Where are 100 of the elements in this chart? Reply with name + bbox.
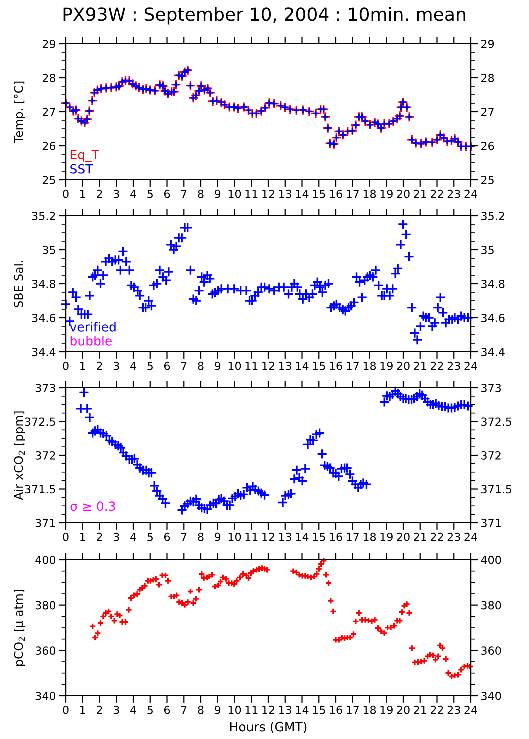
y2-tick-label: 380 xyxy=(482,601,502,610)
x-tick-label: 19 xyxy=(380,362,393,370)
x-tick-label: 4 xyxy=(130,190,136,198)
y2-tick-label: 34.4 xyxy=(482,348,505,356)
x-tick-label: 8 xyxy=(198,706,204,714)
y2-tick-label: 35 xyxy=(482,246,494,254)
series-label: verified xyxy=(70,322,116,332)
x-tick-label: 17 xyxy=(347,362,359,370)
x-tick-label: 23 xyxy=(448,190,460,198)
x-tick-label: 5 xyxy=(148,706,153,714)
y-tick-label: 34.6 xyxy=(32,314,56,322)
x-tick-label: 15 xyxy=(313,190,326,198)
x-tick-label: 20 xyxy=(397,362,410,370)
x-tick-label: 20 xyxy=(397,532,410,542)
x-tick-label: 4 xyxy=(130,706,136,714)
x-tick-label: 10 xyxy=(228,706,242,714)
y-tick-label: 34.8 xyxy=(32,280,56,288)
x-tick-label: 6 xyxy=(164,706,170,714)
x-tick-label: 13 xyxy=(280,532,292,542)
x-tick-label: 7 xyxy=(182,190,187,198)
y-tick-label: 371.5 xyxy=(25,485,56,494)
x-tick-label: 18 xyxy=(364,190,376,198)
x-tick-label: 3 xyxy=(114,532,120,542)
x-tick-label: 21 xyxy=(414,532,426,542)
y2-tick-label: 371.5 xyxy=(482,485,512,494)
x-tick-label: 24 xyxy=(464,190,478,198)
x-tick-label: 7 xyxy=(182,362,187,370)
y2-tick-label: 371 xyxy=(482,518,501,528)
y2-tick-label: 25 xyxy=(482,176,494,184)
x-tick-label: 2 xyxy=(97,706,102,714)
y2-tick-label: 28 xyxy=(482,74,494,82)
x-tick-label: 17 xyxy=(347,190,359,198)
x-tick-label: 9 xyxy=(215,362,221,370)
x-tick-label: 2 xyxy=(97,362,102,370)
x-tick-label: 24 xyxy=(464,706,478,714)
x-tick-label: 5 xyxy=(148,362,153,370)
y2-tick-label: 29 xyxy=(482,40,494,48)
x-tick-label: 16 xyxy=(330,362,342,370)
y2-tick-label: 340 xyxy=(482,692,502,700)
y-tick-label: 29 xyxy=(42,40,56,48)
x-tick-label: 23 xyxy=(448,362,460,370)
x-tick-label: 4 xyxy=(130,362,136,370)
x-tick-label: 22 xyxy=(430,706,444,714)
y-tick-label: 35 xyxy=(42,246,56,254)
x-tick-label: 2 xyxy=(97,190,102,198)
legend-label: σ ≥ 0.3 xyxy=(70,502,116,512)
x-tick-label: 11 xyxy=(246,362,258,370)
x-tick-label: 20 xyxy=(397,706,410,714)
text: Eq_T xyxy=(70,150,100,162)
x-tick-label: 5 xyxy=(148,533,153,542)
x-tick-label: 12 xyxy=(262,362,274,370)
x-tick-label: 6 xyxy=(164,362,170,370)
text: SST xyxy=(70,164,94,174)
x-tick-label: 15 xyxy=(313,706,326,714)
x-tick-label: 18 xyxy=(364,706,376,714)
x-tick-label: 13 xyxy=(280,362,292,370)
y2-tick-label: 373 xyxy=(482,384,502,392)
x-tick-label: 10 xyxy=(228,190,242,198)
x-tick-label: 14 xyxy=(296,362,309,370)
y-axis-title: Air xCO$_{2}$ [ppm] xyxy=(14,412,26,500)
x-tick-label: 7 xyxy=(182,533,187,542)
x-tick-label: 3 xyxy=(114,190,120,198)
x-tick-label: 16 xyxy=(330,706,342,714)
x-tick-label: 23 xyxy=(448,706,460,714)
y2-tick-label: 372 xyxy=(482,451,501,460)
x-tick-label: 1 xyxy=(80,706,86,714)
x-tick-label: 14 xyxy=(296,533,309,542)
x-tick-label: 10 xyxy=(228,362,242,370)
x-tick-label: 9 xyxy=(215,532,221,542)
x-tick-label: 19 xyxy=(380,190,393,198)
x-tick-label: 19 xyxy=(380,706,393,714)
y-tick-label: 360 xyxy=(36,646,56,656)
x-tick-label: 8 xyxy=(198,190,204,198)
x-tick-label: 6 xyxy=(164,532,170,542)
y-axis-title: Temp. [°C] xyxy=(14,82,26,144)
x-tick-label: 10 xyxy=(228,532,242,542)
x-tick-label: 20 xyxy=(397,190,410,198)
x-tick-label: 0 xyxy=(63,532,69,542)
y-tick-label: 340 xyxy=(36,692,56,700)
x-tick-label: 0 xyxy=(63,706,69,714)
x-tick-label: 16 xyxy=(330,532,342,542)
y-tick-label: 25 xyxy=(42,176,56,184)
x-tick-label: 21 xyxy=(414,706,426,714)
y-tick-label: 35.2 xyxy=(32,212,56,220)
x-tick-label: 12 xyxy=(262,532,274,542)
x-tick-label: 12 xyxy=(262,190,274,198)
y-axis-title: SBE Sal. xyxy=(14,260,24,308)
x-tick-label: 9 xyxy=(215,190,221,198)
y2-tick-label: 360 xyxy=(482,646,502,656)
y2-tick-label: 372.5 xyxy=(482,418,512,426)
chart-title: PX93W : September 10, 2004 : 10min. mean xyxy=(64,7,466,25)
x-tick-label: 22 xyxy=(430,362,444,370)
x-tick-label: 8 xyxy=(198,362,204,370)
legend-label: bubble xyxy=(70,336,112,346)
x-tick-label: 5 xyxy=(148,190,153,198)
x-tick-label: 16 xyxy=(330,190,342,198)
y-tick-label: 372.5 xyxy=(25,418,56,426)
x-tick-label: 8 xyxy=(198,532,204,542)
x-tick-label: 2 xyxy=(97,532,102,542)
x-tick-label: 7 xyxy=(182,706,187,714)
